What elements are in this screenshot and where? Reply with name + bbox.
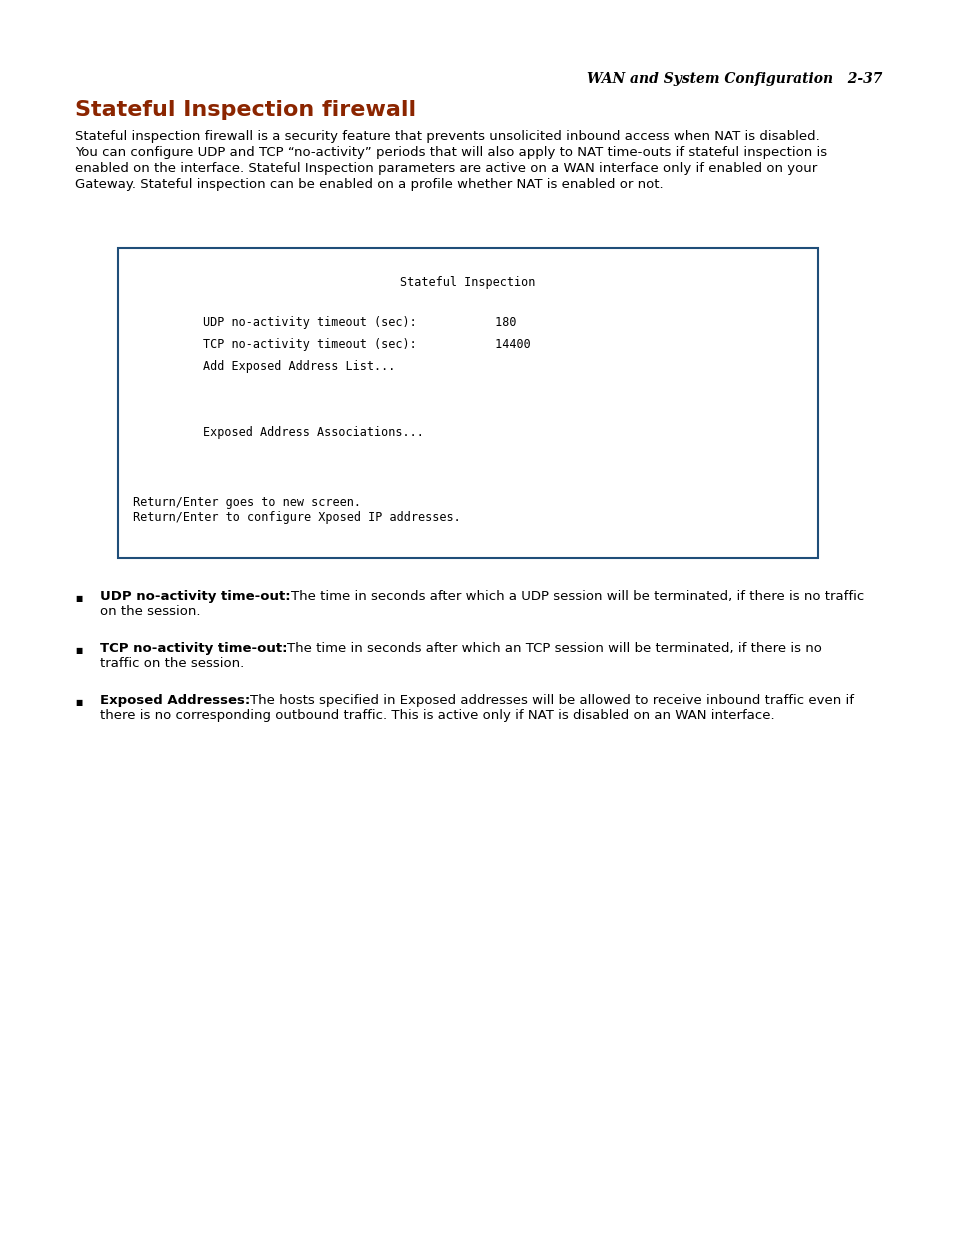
Text: TCP no-activity time-out:: TCP no-activity time-out: (100, 642, 287, 655)
Text: traffic on the session.: traffic on the session. (100, 657, 244, 671)
Text: enabled on the interface. Stateful Inspection parameters are active on a WAN int: enabled on the interface. Stateful Inspe… (75, 162, 817, 175)
Text: ■: ■ (75, 698, 82, 706)
Text: Exposed Address Associations...: Exposed Address Associations... (203, 426, 423, 438)
Text: Gateway. Stateful inspection can be enabled on a profile whether NAT is enabled : Gateway. Stateful inspection can be enab… (75, 178, 663, 191)
Text: Stateful Inspection: Stateful Inspection (400, 275, 536, 289)
Text: The time in seconds after which an TCP session will be terminated, if there is n: The time in seconds after which an TCP s… (287, 642, 825, 655)
Text: UDP no-activity time-out:: UDP no-activity time-out: (100, 590, 291, 603)
Text: Add Exposed Address List...: Add Exposed Address List... (203, 359, 395, 373)
Text: Return/Enter to configure Xposed IP addresses.: Return/Enter to configure Xposed IP addr… (132, 511, 460, 524)
Text: Return/Enter goes to new screen.: Return/Enter goes to new screen. (132, 496, 360, 509)
Text: on the session.: on the session. (100, 605, 200, 618)
Text: ■: ■ (75, 594, 82, 603)
Text: WAN and System Configuration   2-37: WAN and System Configuration 2-37 (586, 72, 882, 86)
Text: Exposed Addresses:: Exposed Addresses: (100, 694, 250, 706)
Text: Stateful inspection firewall is a security feature that prevents unsolicited inb: Stateful inspection firewall is a securi… (75, 130, 819, 143)
Text: You can configure UDP and TCP “no-activity” periods that will also apply to NAT : You can configure UDP and TCP “no-activi… (75, 146, 826, 159)
Text: UDP no-activity timeout (sec):           180: UDP no-activity timeout (sec): 180 (203, 316, 516, 329)
Text: TCP no-activity timeout (sec):           14400: TCP no-activity timeout (sec): 14400 (203, 338, 530, 351)
Text: The time in seconds after which a UDP session will be terminated, if there is no: The time in seconds after which a UDP se… (291, 590, 867, 603)
Text: ■: ■ (75, 646, 82, 655)
Bar (118, 248, 817, 558)
Text: The hosts specified in Exposed addresses will be allowed to receive inbound traf: The hosts specified in Exposed addresses… (250, 694, 858, 706)
Text: there is no corresponding outbound traffic. This is active only if NAT is disabl: there is no corresponding outbound traff… (100, 709, 774, 722)
Text: Stateful Inspection firewall: Stateful Inspection firewall (75, 100, 416, 120)
